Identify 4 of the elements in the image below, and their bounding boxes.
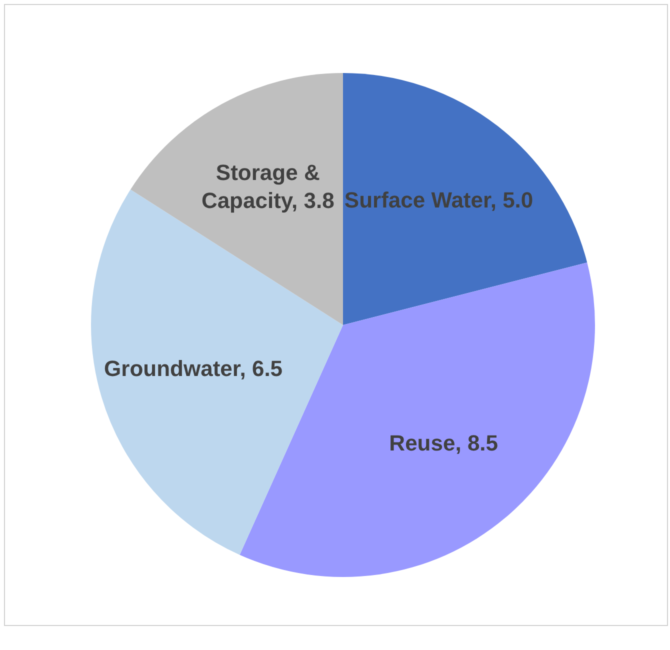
slice-label: Storage & Capacity, 3.8 — [201, 160, 334, 214]
slice-label: Reuse, 8.5 — [389, 430, 498, 456]
slice-label: Groundwater, 6.5 — [104, 356, 283, 381]
slice-label: Surface Water, 5.0 — [344, 188, 534, 213]
